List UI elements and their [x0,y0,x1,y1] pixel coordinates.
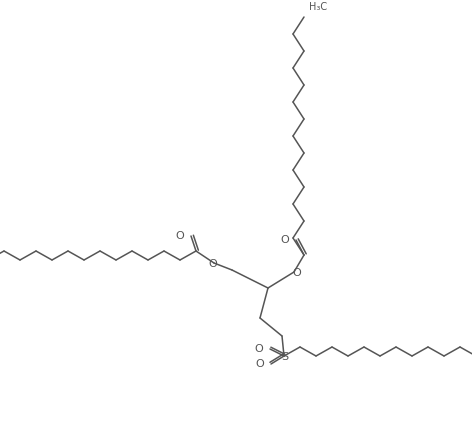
Text: O: O [255,359,264,369]
Text: O: O [254,344,263,354]
Text: O: O [175,231,184,241]
Text: O: O [280,235,289,245]
Text: O: O [209,259,218,269]
Text: H₃C: H₃C [309,2,327,12]
Text: S: S [281,352,288,362]
Text: O: O [293,268,302,278]
